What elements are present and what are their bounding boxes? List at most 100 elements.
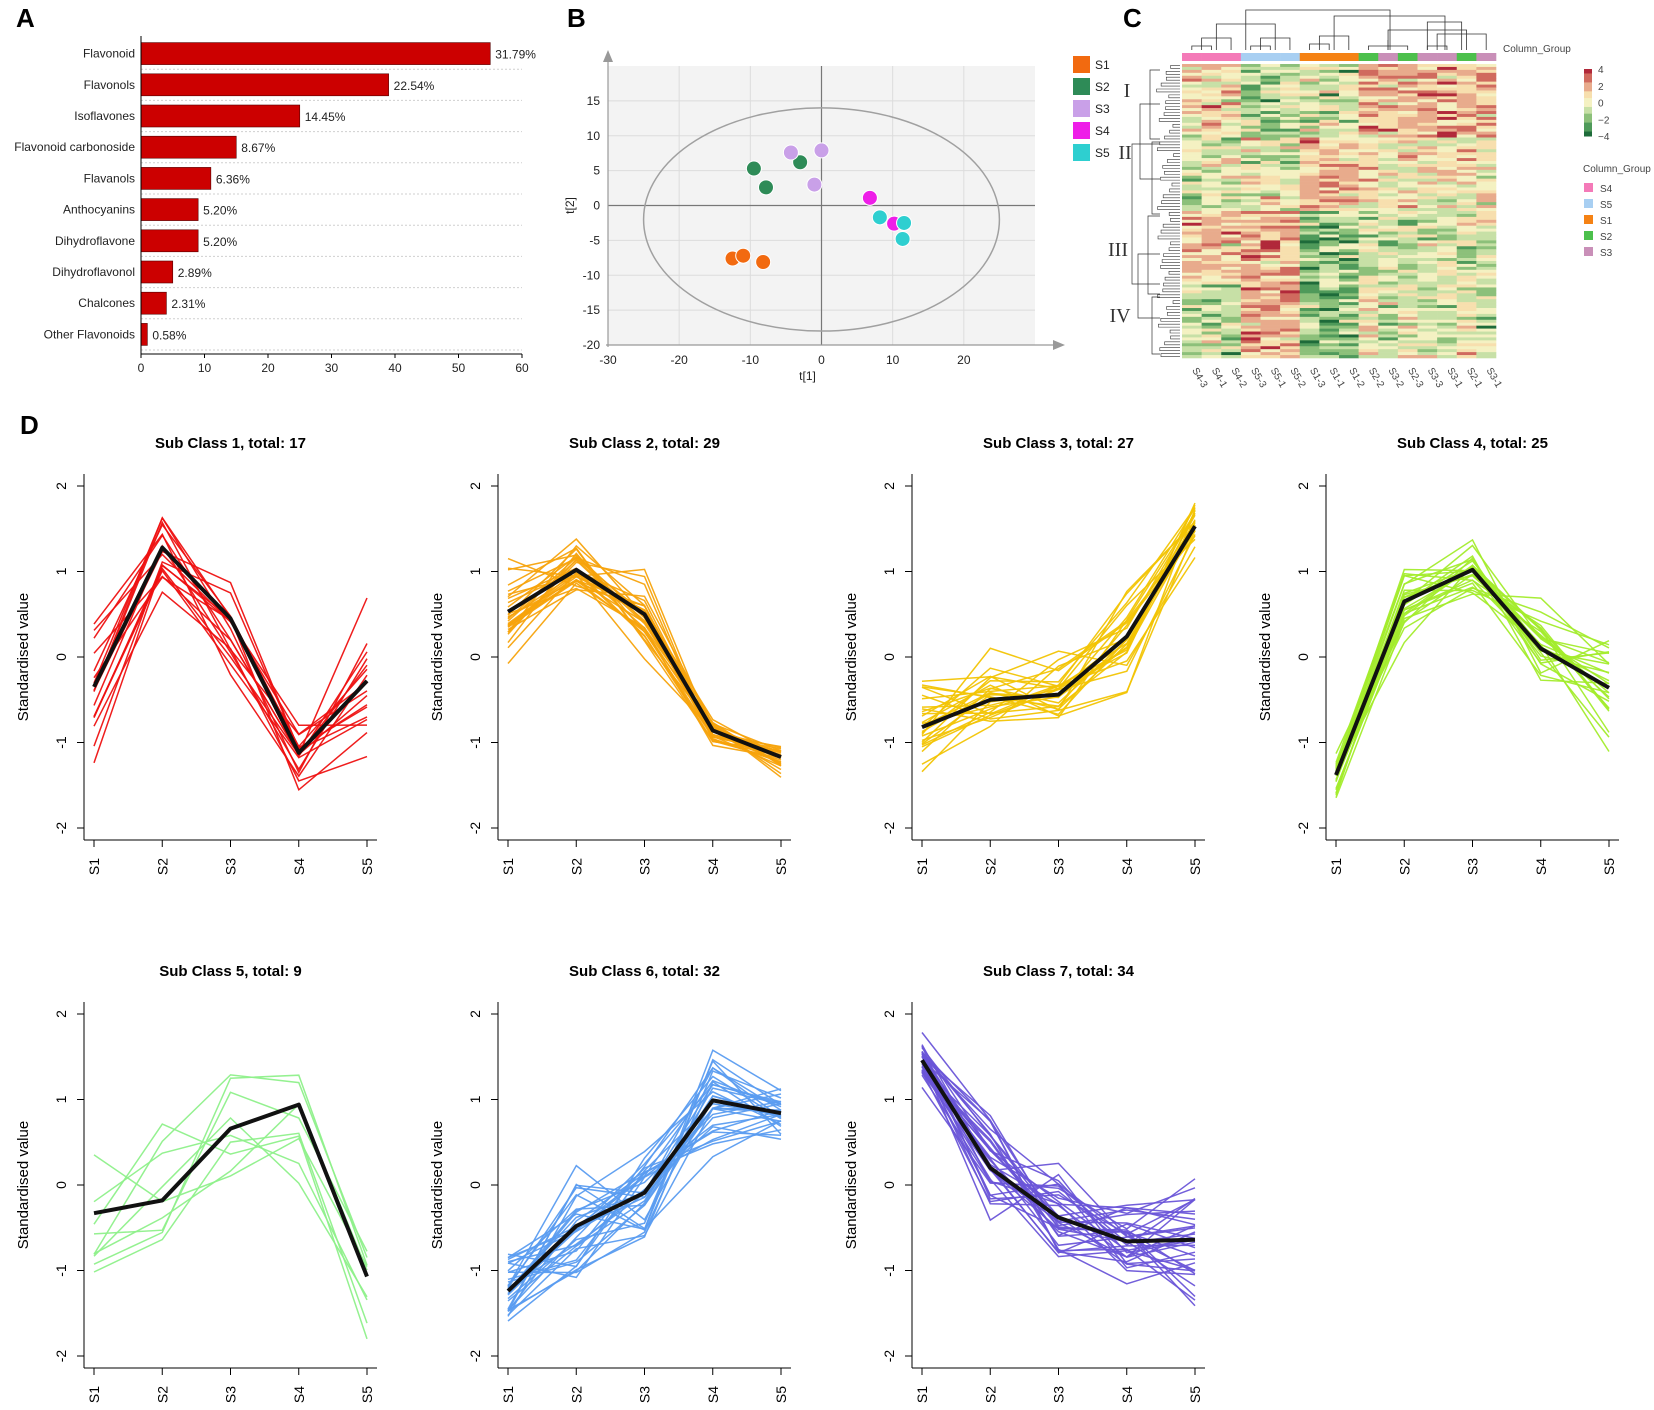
heatmap-cell xyxy=(1358,113,1379,118)
heatmap-cell xyxy=(1476,260,1497,265)
heatmap-cell xyxy=(1221,161,1242,165)
heatmap-cell xyxy=(1221,187,1242,191)
heatmap-cell xyxy=(1221,190,1242,194)
heatmap-cell xyxy=(1182,331,1202,335)
heatmap-cell xyxy=(1319,319,1340,324)
heatmap-group-bar xyxy=(1417,53,1438,61)
heatmap-cell xyxy=(1476,334,1497,338)
heatmap-cell xyxy=(1240,302,1261,306)
heatmap-cell xyxy=(1339,96,1359,100)
heatmap-cell xyxy=(1201,290,1222,294)
heatmap-cell xyxy=(1456,225,1477,229)
heatmap-cell xyxy=(1240,143,1261,147)
heatmap-cell xyxy=(1280,213,1301,218)
heatmap-cell xyxy=(1280,137,1301,141)
bar-data-label: 5.20% xyxy=(203,204,237,218)
heatmap-cell xyxy=(1358,260,1379,265)
heatmap-cell xyxy=(1417,102,1438,106)
scatter-x-tick-label: 0 xyxy=(818,353,825,367)
heatmap-cell xyxy=(1417,161,1438,165)
heatmap-cell xyxy=(1221,193,1242,197)
heatmap-row-dendrogram xyxy=(1162,194,1180,199)
color-scale-segment xyxy=(1584,73,1592,77)
heatmap-cell xyxy=(1240,64,1261,68)
heatmap-cell xyxy=(1182,325,1202,329)
bar-2 xyxy=(140,73,389,97)
heatmap-cell xyxy=(1299,343,1320,347)
heatmap-cell xyxy=(1319,149,1340,153)
heatmap-cell xyxy=(1240,228,1261,232)
heatmap-cell xyxy=(1456,305,1477,309)
heatmap-cell xyxy=(1437,137,1458,141)
heatmap-cell xyxy=(1319,181,1340,185)
heatmap-cell xyxy=(1437,99,1458,103)
heatmap-cell xyxy=(1201,190,1222,194)
heatmap-cell xyxy=(1476,90,1497,94)
subplot-x-tick-label: S1 xyxy=(914,1386,930,1403)
heatmap-cell xyxy=(1397,161,1418,165)
scatter-y-tick-label: -10 xyxy=(583,268,601,282)
heatmap-cell xyxy=(1280,131,1301,135)
heatmap-cell xyxy=(1339,263,1359,268)
heatmap-cell xyxy=(1319,169,1340,174)
heatmap-cell xyxy=(1299,172,1320,177)
heatmap-cell xyxy=(1437,316,1458,321)
heatmap-cell xyxy=(1201,211,1222,215)
color-scale-segment xyxy=(1584,129,1592,133)
heatmap-cell xyxy=(1299,211,1320,215)
heatmap-cell xyxy=(1201,75,1222,79)
heatmap-cell xyxy=(1280,302,1301,306)
heatmap-cell xyxy=(1397,81,1418,85)
heatmap-cell xyxy=(1456,213,1477,218)
heatmap-cell xyxy=(1221,175,1242,179)
heatmap-cell xyxy=(1201,169,1222,174)
heatmap-cell xyxy=(1182,302,1202,306)
heatmap-cell xyxy=(1378,296,1399,300)
heatmap-cell xyxy=(1299,252,1320,256)
subplot-y-tick-label: 1 xyxy=(881,1095,897,1103)
heatmap-cell xyxy=(1260,143,1281,147)
heatmap-cell xyxy=(1397,243,1418,247)
heatmap-cell xyxy=(1437,69,1458,74)
heatmap-cell xyxy=(1299,87,1320,91)
heatmap-cell xyxy=(1339,102,1359,106)
heatmap-cell xyxy=(1358,313,1379,318)
heatmap-cell xyxy=(1299,69,1320,74)
subplot-x-tick-label: S1 xyxy=(1328,858,1344,875)
heatmap-cell xyxy=(1280,246,1301,250)
heatmap-cell xyxy=(1221,102,1242,106)
heatmap-cell xyxy=(1182,134,1202,138)
subplot-x-tick-label: S4 xyxy=(1119,1386,1135,1403)
profile-line xyxy=(507,1080,782,1274)
heatmap-cell xyxy=(1397,193,1418,197)
heatmap-cell xyxy=(1476,290,1497,294)
heatmap-cell xyxy=(1182,316,1202,321)
heatmap-cell xyxy=(1280,116,1301,121)
heatmap-cell xyxy=(1339,337,1359,341)
heatmap-cell xyxy=(1182,181,1202,185)
heatmap-cell xyxy=(1456,296,1477,300)
heatmap-cell xyxy=(1456,122,1477,127)
heatmap-cell xyxy=(1339,219,1359,224)
heatmap-cell xyxy=(1437,302,1458,306)
bar-x-tick-label: 30 xyxy=(325,361,339,375)
heatmap-cell xyxy=(1339,243,1359,247)
color-scale-tick: −2 xyxy=(1598,115,1610,126)
heatmap-cell xyxy=(1456,228,1477,232)
subplot-y-tick-label: 1 xyxy=(467,567,483,575)
bar-category-label: Flavanols xyxy=(84,171,135,185)
heatmap-cell xyxy=(1201,222,1222,226)
color-scale-segment xyxy=(1584,133,1592,137)
heatmap-cell xyxy=(1299,187,1320,191)
heatmap-cell xyxy=(1437,202,1458,206)
heatmap-cell xyxy=(1319,310,1340,315)
heatmap-cell xyxy=(1221,196,1242,200)
profile-line xyxy=(93,1123,368,1340)
heatmap-cell xyxy=(1417,75,1438,79)
heatmap-cell xyxy=(1358,137,1379,141)
heatmap-cell xyxy=(1397,202,1418,206)
heatmap-cell xyxy=(1280,208,1301,212)
heatmap-column-label: S4-2 xyxy=(1228,366,1248,390)
heatmap-cell xyxy=(1240,187,1261,191)
heatmap-cell xyxy=(1182,240,1202,244)
